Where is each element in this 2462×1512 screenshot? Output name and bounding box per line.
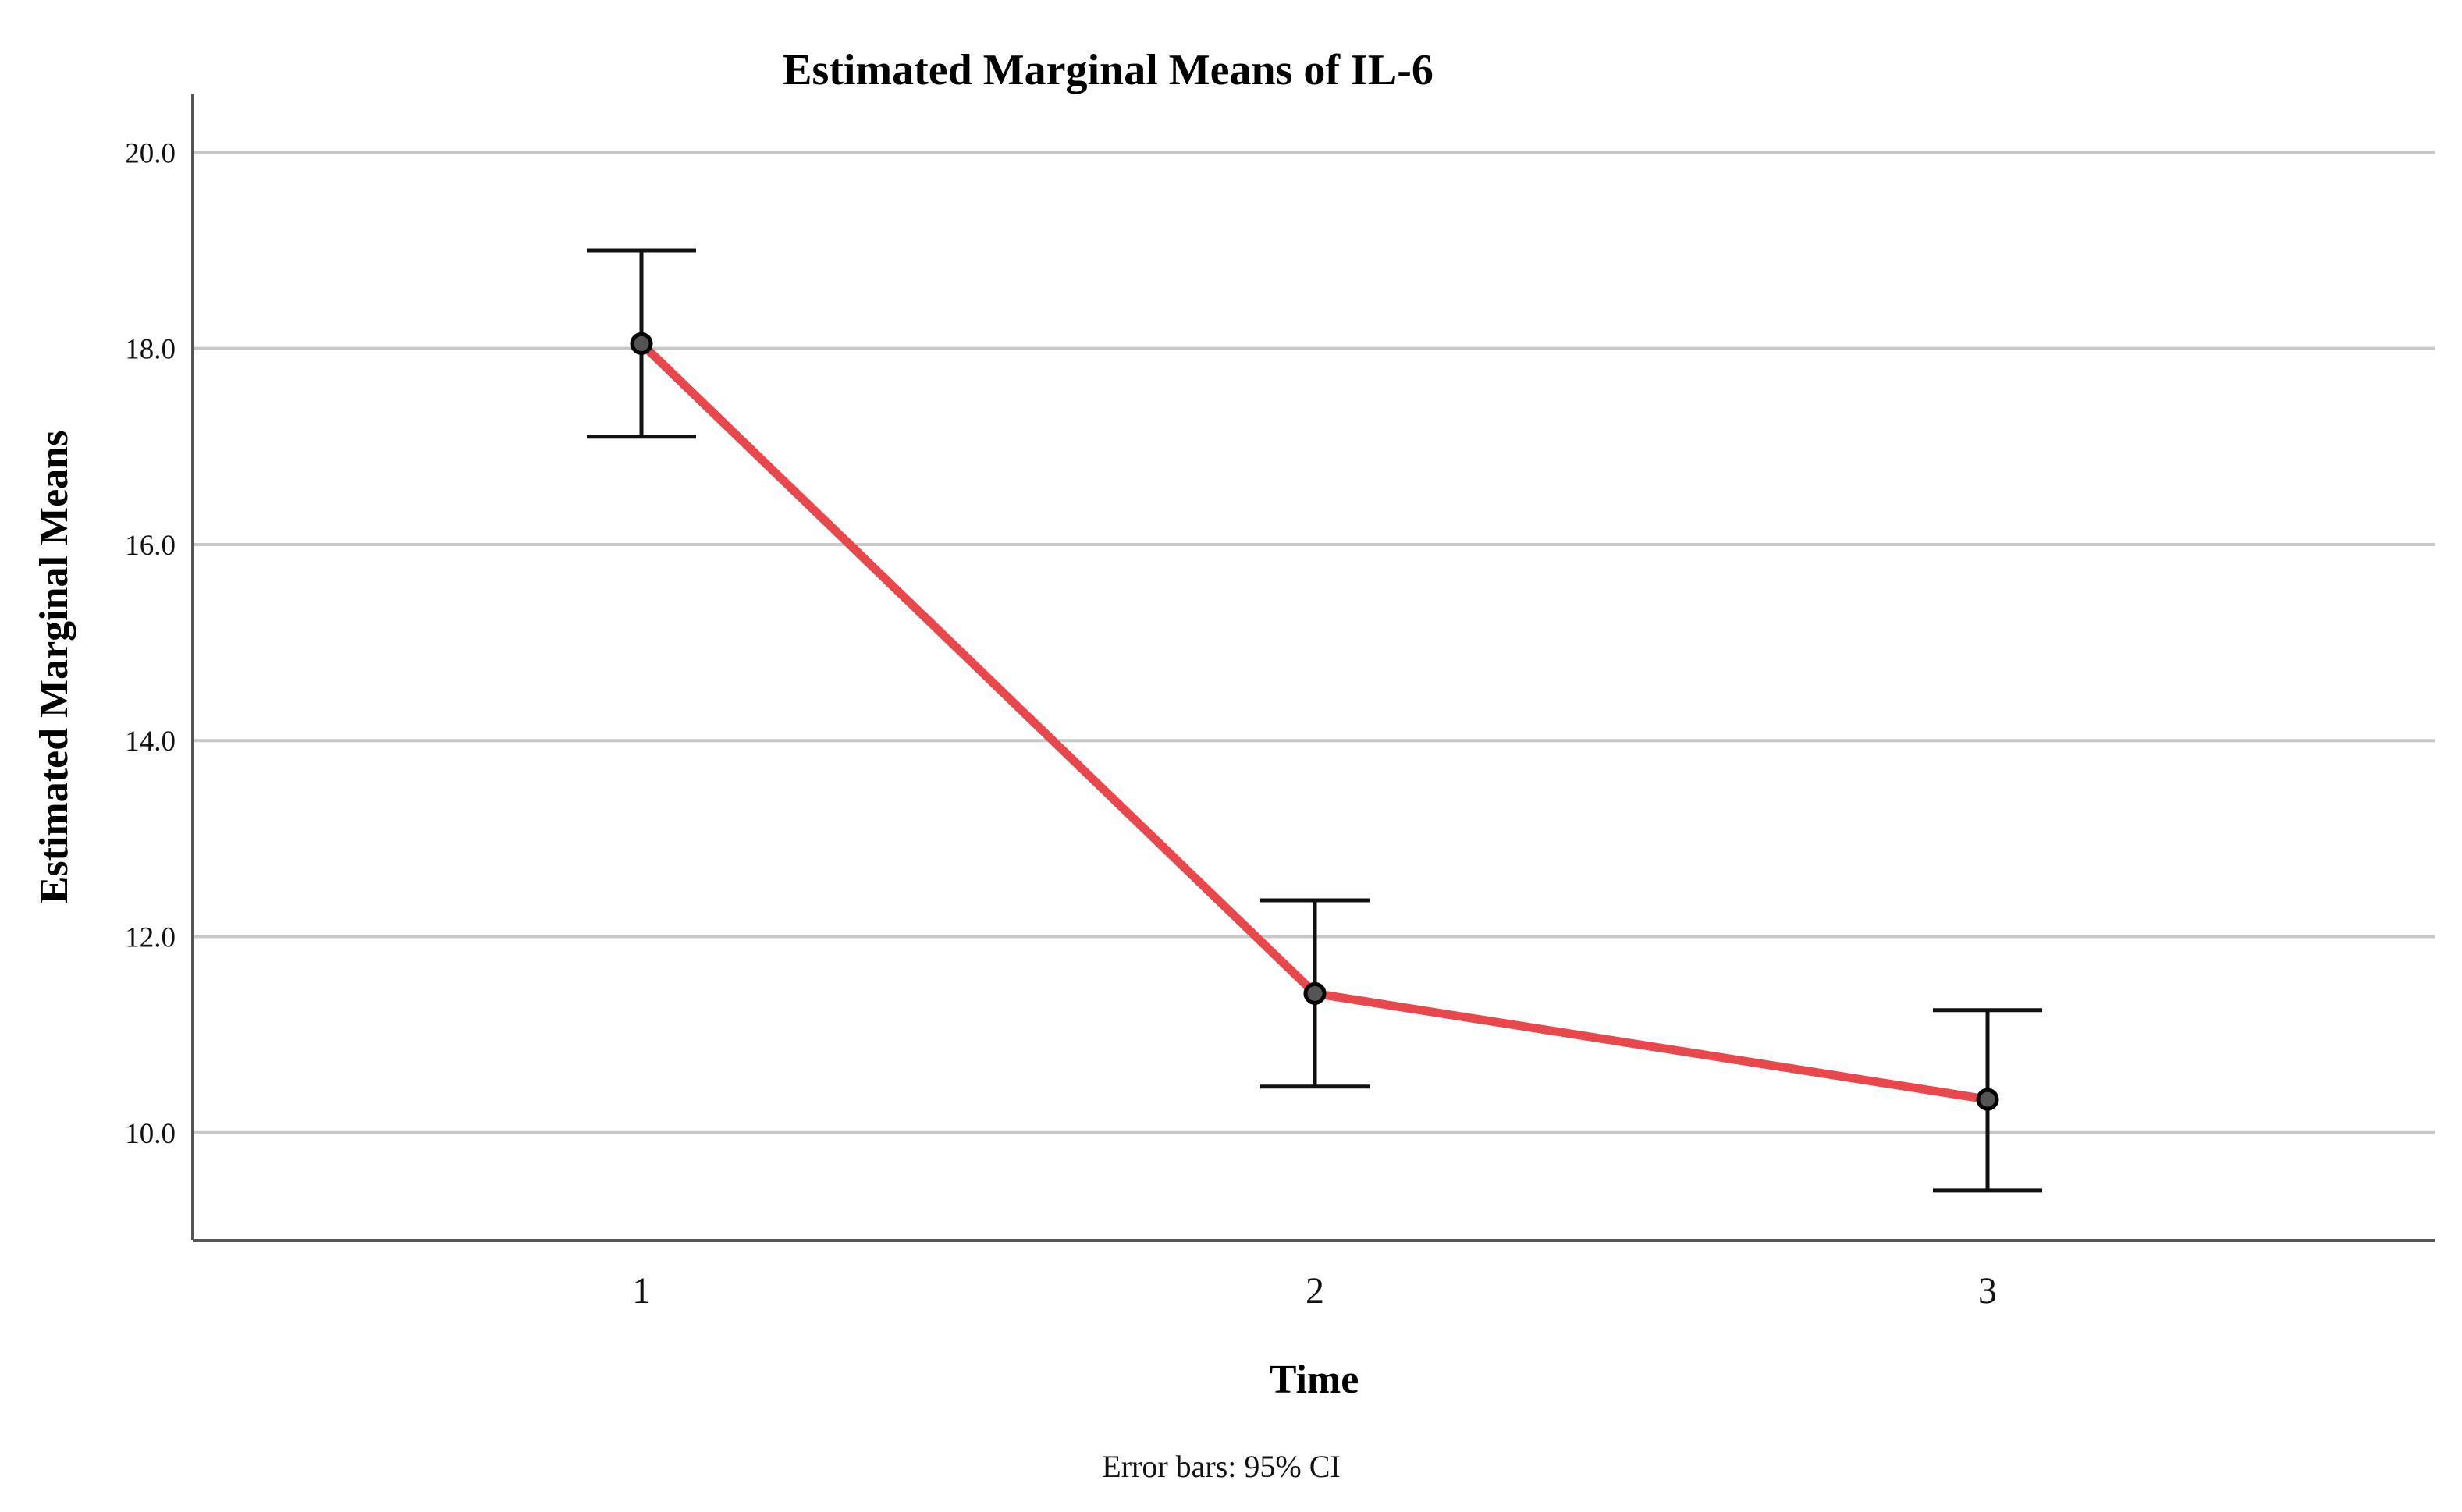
- x-axis-title: Time: [1270, 1358, 1359, 1402]
- data-points: [630, 332, 1999, 1111]
- y-tick-labels: 10.0 12.0 14.0 16.0 18.0 20.0: [125, 137, 176, 1149]
- error-bars: [587, 248, 2042, 1193]
- y-axis-title: Estimated Marginal Means: [32, 431, 76, 904]
- x-tick-label: 3: [1978, 1270, 1997, 1311]
- y-tick-label: 10.0: [125, 1118, 176, 1150]
- chart-title: Estimated Marginal Means of IL-6: [783, 46, 1434, 94]
- error-bars-footnote: Error bars: 95% CI: [1102, 1449, 1340, 1484]
- x-tick-label: 1: [632, 1270, 651, 1311]
- y-tick-label: 14.0: [125, 726, 176, 758]
- data-point: [1303, 981, 1327, 1005]
- x-tick-labels: 1 2 3: [632, 1270, 1997, 1311]
- y-tick-label: 18.0: [125, 334, 176, 366]
- gridlines: [193, 151, 2435, 1134]
- data-point: [1976, 1088, 1999, 1111]
- y-tick-label: 16.0: [125, 530, 176, 562]
- y-tick-label: 20.0: [125, 137, 176, 169]
- y-tick-label: 12.0: [125, 922, 176, 954]
- x-tick-label: 2: [1306, 1270, 1324, 1311]
- data-point: [630, 332, 653, 355]
